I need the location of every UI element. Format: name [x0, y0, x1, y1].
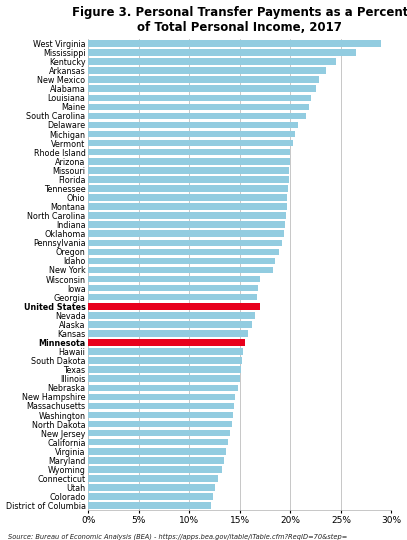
Bar — [88, 285, 258, 292]
Bar — [88, 40, 381, 46]
Bar — [88, 94, 311, 101]
Bar — [88, 457, 224, 463]
Bar — [88, 68, 326, 74]
Bar — [88, 140, 293, 146]
Bar — [88, 375, 240, 382]
Bar — [88, 484, 214, 491]
Bar — [88, 294, 257, 300]
Bar — [88, 321, 252, 328]
Title: Figure 3. Personal Transfer Payments as a Percent
of Total Personal Income, 2017: Figure 3. Personal Transfer Payments as … — [72, 5, 407, 33]
Bar — [88, 267, 273, 273]
Bar — [88, 176, 289, 183]
Bar — [88, 411, 233, 418]
Bar — [88, 221, 285, 228]
Bar — [88, 49, 356, 56]
Bar — [88, 158, 290, 165]
Bar — [88, 502, 210, 509]
Bar — [88, 330, 248, 337]
Bar — [88, 303, 260, 309]
Bar — [88, 348, 243, 355]
Bar — [88, 122, 298, 129]
Bar — [88, 231, 284, 237]
Bar — [88, 475, 218, 482]
Bar — [88, 384, 238, 391]
Bar — [88, 194, 287, 201]
Bar — [88, 276, 260, 282]
Bar — [88, 466, 222, 472]
Bar — [88, 394, 235, 400]
Bar — [88, 77, 319, 83]
Bar — [88, 403, 234, 409]
Bar — [88, 203, 287, 210]
Bar — [88, 104, 309, 110]
Bar — [88, 248, 279, 255]
Bar — [88, 185, 288, 192]
Bar — [88, 430, 230, 436]
Bar — [88, 167, 289, 173]
Bar — [88, 258, 275, 264]
Bar — [88, 421, 232, 427]
Bar — [88, 212, 287, 219]
Bar — [88, 312, 255, 319]
Bar — [88, 131, 295, 137]
Bar — [88, 494, 212, 500]
Bar — [88, 85, 315, 92]
Bar — [88, 339, 245, 346]
Bar — [88, 240, 282, 246]
Bar — [88, 113, 306, 119]
Text: Source: Bureau of Economic Analysis (BEA) - https://apps.bea.gov/itable/iTable.c: Source: Bureau of Economic Analysis (BEA… — [8, 534, 348, 540]
Bar — [88, 58, 336, 65]
Bar — [88, 439, 228, 446]
Bar — [88, 357, 242, 364]
Bar — [88, 149, 290, 156]
Bar — [88, 448, 226, 455]
Bar — [88, 367, 241, 373]
